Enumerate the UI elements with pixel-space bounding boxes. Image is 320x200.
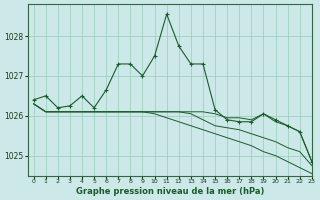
X-axis label: Graphe pression niveau de la mer (hPa): Graphe pression niveau de la mer (hPa): [76, 187, 264, 196]
